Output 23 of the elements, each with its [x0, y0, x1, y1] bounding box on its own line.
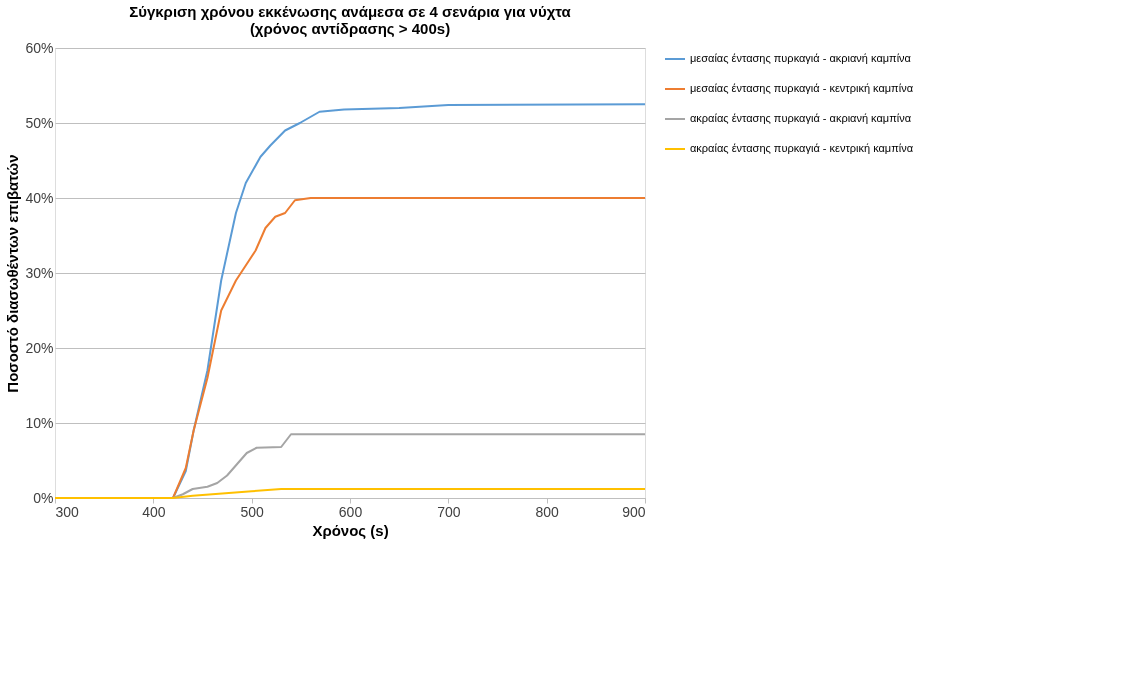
y-tick-label: 60%	[25, 39, 54, 56]
legend-label: ακραίας έντασης πυρκαγιά - ακριανή καμπίνα	[690, 112, 912, 124]
text: Σύγκριση χρόνου εκκένωσης ανάμεσα σε 4 σενάρια για νύχτα	[129, 3, 571, 20]
legend-label: μεσαίας έντασης πυρκαγιά - κεντρική καμπίνα	[690, 82, 914, 94]
y-tick-label: 20%	[25, 339, 54, 356]
x-tick-label: 300	[55, 503, 80, 520]
line-series	[54, 488, 646, 499]
x-tick-label: 700	[437, 503, 461, 520]
x-tick-label: 600	[338, 503, 363, 520]
y-tick-label: 0%	[33, 489, 54, 506]
x-axis-title: Χρόνος (s)	[312, 521, 389, 539]
y-axis-title: Ποσοστό διασωθέντων επιβατών	[4, 154, 22, 393]
x-tick-label: 800	[535, 503, 560, 520]
y-tick-label: 50%	[25, 114, 54, 131]
legend-label: ακραίας έντασης πυρκαγιά - κεντρική καμπίνα	[690, 142, 914, 154]
y-tick-label: 10%	[25, 414, 54, 431]
x-tick-label: 500	[240, 503, 265, 520]
text: (χρόνος αντίδρασης > 400s)	[249, 20, 451, 37]
y-tick-label: 30%	[25, 264, 54, 281]
legend-label: μεσαίας έντασης πυρκαγιά - ακριανή καμπίνα	[690, 52, 912, 64]
x-tick-label: 400	[142, 503, 166, 520]
y-tick-label: 40%	[25, 189, 54, 206]
x-tick-label: 900	[622, 503, 646, 520]
